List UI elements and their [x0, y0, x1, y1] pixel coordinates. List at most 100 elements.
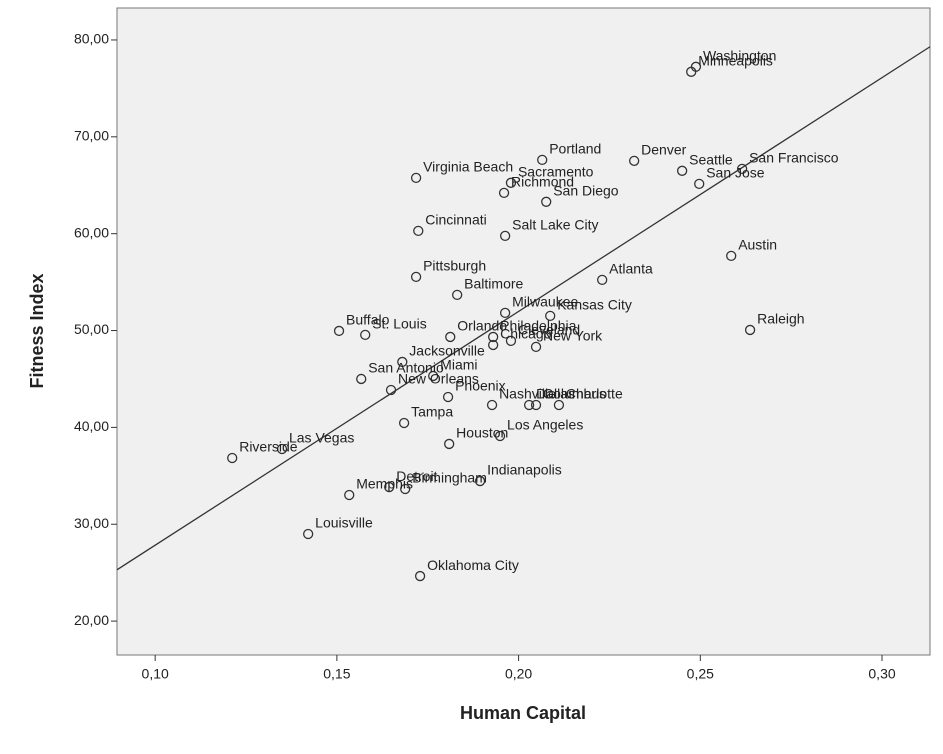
point-label: San Antonio: [368, 360, 444, 376]
data-point: [414, 570, 426, 582]
data-point: [385, 384, 397, 396]
data-point: [736, 163, 748, 175]
plot-area: [116, 7, 931, 656]
data-point: [397, 356, 408, 368]
data-point: [726, 250, 737, 262]
y-tick-label: 30,00: [74, 515, 109, 531]
point-label: Salt Lake City: [512, 217, 598, 233]
point-label: Columbus: [543, 386, 606, 402]
point-label: Virginia Beach: [423, 159, 513, 175]
data-point: [276, 443, 288, 455]
data-point: [410, 172, 422, 184]
point-label: New Orleans: [398, 371, 479, 387]
data-point: [384, 481, 395, 493]
data-point: [227, 452, 238, 464]
point-label: Denver: [641, 142, 686, 158]
data-point: [523, 399, 535, 411]
point-label: Philadelphia: [500, 318, 576, 334]
point-label: Atlanta: [609, 261, 653, 277]
point-label: Los Angeles: [507, 417, 583, 433]
data-point: [694, 178, 705, 190]
data-point: [333, 325, 345, 337]
x-tick-label: 0,10: [142, 666, 169, 682]
x-tick-label: 0,30: [868, 666, 895, 682]
point-label: Oklahoma City: [427, 557, 519, 573]
point-label: San Francisco: [749, 150, 839, 166]
point-label: Indianapolis: [487, 462, 562, 478]
y-tick-label: 60,00: [74, 224, 109, 240]
x-tick-label: 0,15: [323, 666, 350, 682]
y-tick-label: 50,00: [74, 321, 109, 337]
point-label: Nashville: [499, 386, 556, 402]
point-label: Milwaukee: [512, 294, 578, 310]
point-label: Richmond: [511, 174, 574, 190]
y-tick-label: 70,00: [74, 128, 109, 144]
y-tick-label: 40,00: [74, 418, 109, 434]
data-point: [488, 339, 499, 351]
data-point: [597, 274, 608, 286]
data-point: [530, 341, 542, 353]
point-label: Jacksonville: [409, 343, 485, 359]
data-point: [410, 271, 422, 283]
point-label: St. Louis: [372, 316, 426, 332]
point-label: Tampa: [411, 404, 453, 420]
point-label: Raleigh: [757, 311, 804, 327]
data-point: [545, 310, 556, 322]
data-point: [452, 289, 463, 301]
data-point: [360, 329, 371, 341]
point-label: San Jose: [706, 165, 765, 181]
point-label: San Diego: [553, 183, 619, 199]
data-point: [505, 335, 517, 347]
data-point: [442, 391, 454, 403]
data-point: [344, 489, 355, 501]
data-point: [486, 399, 498, 411]
point-label: Riverside: [239, 439, 298, 455]
data-point: [413, 225, 424, 237]
point-label: Las Vegas: [289, 430, 354, 446]
y-tick-label: 20,00: [74, 612, 109, 628]
data-point: [488, 331, 499, 343]
point-label: Memphis: [356, 476, 413, 492]
point-label: Chicago: [500, 326, 552, 342]
data-point: [676, 165, 688, 176]
point-label: Portland: [549, 141, 601, 157]
data-point: [445, 331, 456, 343]
point-label: Dallas: [536, 386, 575, 402]
point-label: Seattle: [689, 152, 733, 168]
data-point: [499, 307, 511, 319]
data-point: [499, 230, 511, 242]
point-label: New York: [543, 328, 603, 344]
data-point: [530, 399, 542, 411]
data-point: [400, 483, 411, 495]
y-axis-title: Fitness Index: [27, 273, 47, 388]
data-point: [553, 399, 565, 411]
data-point: [541, 196, 552, 207]
data-point: [356, 373, 367, 385]
point-label: Orlando: [457, 318, 507, 334]
point-label: Pittsburgh: [423, 258, 486, 274]
data-point: [444, 438, 455, 450]
point-label: Miami: [440, 357, 477, 373]
point-label: Detroit: [396, 468, 437, 484]
data-point: [474, 475, 486, 487]
point-label: Birmingham: [412, 470, 487, 486]
trend-line: [116, 46, 931, 571]
data-point: [498, 187, 510, 199]
point-label: Kansas City: [557, 297, 632, 313]
point-label: Charlotte: [566, 386, 623, 402]
point-label: Austin: [738, 237, 777, 253]
data-point: [686, 66, 697, 77]
point-label: Cleveland: [518, 322, 580, 338]
x-tick-label: 0,20: [505, 666, 532, 682]
point-label: Buffalo: [346, 312, 390, 328]
data-point: [398, 417, 410, 429]
data-point: [428, 370, 439, 382]
point-label: Houston: [456, 425, 508, 441]
data-point: [537, 154, 548, 166]
data-point: [303, 528, 314, 540]
data-point: [629, 155, 640, 166]
point-label: Louisville: [315, 515, 373, 531]
x-tick-label: 0,25: [687, 666, 714, 682]
data-point: [744, 324, 756, 336]
